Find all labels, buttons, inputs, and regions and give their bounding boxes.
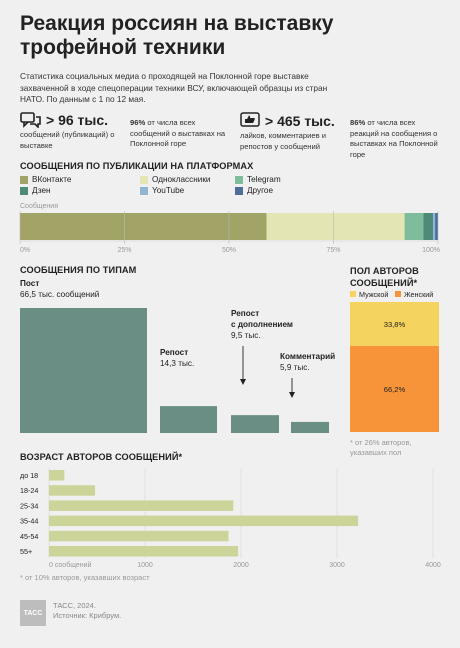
type-label-0: Пост 66,5 тыс. сообщений [20,279,99,299]
platforms-chart: 0% 25% 50% 75% 100% [19,211,440,254]
age-bar-1 [49,485,96,496]
legend-swatch [20,175,28,184]
platform-segment-2 [404,213,424,240]
gender-value-label: 33,8% [384,320,406,329]
platforms-heading: СООБЩЕНИЯ ПО ПУБЛИКАЦИИ НА ПЛАТФОРМАХ [20,161,254,171]
stat-messages-pct: 96% [130,118,146,127]
footer-copyright: ТАСС, 2024. [53,601,96,610]
type-bar-2 [231,415,279,433]
legend-item-4: YouTube [140,186,184,195]
legend-label: Другое [247,186,274,195]
lead-text: Статистика социальных медиа о проходящей… [20,71,328,104]
types-heading: СООБЩЕНИЯ ПО ТИПАМ [20,265,137,275]
gender-segment-1 [350,345,439,432]
age-bar-2 [49,500,234,511]
stat-messages: > 96 тыс. сообщений (публикаций) о выста… [20,112,130,151]
platform-tick-label: 25% [117,247,131,254]
stat-reactions-share: 86% от числа всех реакций на сообщения о… [350,118,445,160]
age-tick-label: 4000 [425,562,441,569]
age-tick-label: 1000 [137,562,153,569]
legend-item-3: Дзен [20,186,51,195]
footer-source: Источник: Крибрум. [53,611,122,620]
type-label-2: Репост с дополнением 9,5 тыс. [231,309,293,340]
platform-tick-label: 0% [20,247,30,254]
legend-label: Telegram [247,175,281,184]
legend-item-0: ВКонтакте [20,175,71,184]
stat-reactions-text: лайков, комментариев и репостов у сообще… [240,131,326,151]
platform-tick-label: 100% [422,247,440,254]
age-category-label: 55+ [20,547,32,556]
gender-legend-label: Женский [404,290,433,299]
type-bar-0 [20,308,147,433]
types-chart: Пост 66,5 тыс. сообщений Репост 14,3 тыс. Ре… [20,279,335,433]
legend-item-5: Другое [235,186,273,195]
legend-swatch [140,175,148,184]
thumbs-up-icon [240,112,260,127]
type-bar-3 [291,421,329,433]
tass-logo: ТАСС [20,600,46,626]
page-title: Реакция россиян на выставку трофейной те… [20,12,334,59]
age-category-label: 18-24 [20,486,38,495]
platform-segment-1 [266,213,405,240]
age-category-label: 35-44 [20,517,38,526]
age-heading: ВОЗРАСТ АВТОРОВ СООБЩЕНИЙ* [20,452,183,462]
legend-item-1: Одноклассники [140,175,210,184]
platform-segment-3 [423,213,433,240]
type-label-3: Комментарий 5,9 тыс. [280,352,335,372]
legend-label: YouTube [152,186,185,195]
stat-reactions: > 465 тыс. лайков, комментариев и репост… [240,112,350,152]
footer-credit: ТАСС, 2024. Источник: Крибрум. [53,601,121,621]
gender-note: * от 26% авторов, указавших пол [350,438,412,457]
gender-heading: ПОЛ АВТОРОВ СООБЩЕНИЙ* [350,266,419,288]
legend-label: Одноклассники [152,175,211,184]
platform-segment-4 [432,213,436,240]
platform-tick-label: 50% [222,247,236,254]
age-category-label: 25-34 [20,501,38,510]
type-arrow-head [289,392,295,398]
stat-messages-share: 96% от числа всех сообщений о выставках … [130,118,230,150]
platform-segment-0 [20,213,267,240]
legend-swatch [235,186,243,195]
age-tick-label: 3000 [329,562,345,569]
age-tick-label: 2000 [233,562,249,569]
type-label-1: Репост 14,3 тыс. [160,348,194,368]
gender-segment-0 [350,302,439,346]
gender-legend-swatch [350,291,356,297]
legend-swatch [140,186,148,195]
platforms-bar-label: Сообщения [20,203,58,210]
stat-reactions-pct: 86% [350,118,366,127]
gender-legend-swatch [395,291,401,297]
type-arrow-head [240,379,246,385]
age-bar-0 [49,470,65,481]
chat-bubbles-icon [20,112,41,128]
stat-messages-value: > 96 тыс. [46,112,109,128]
age-tick-label: 0 сообщений [49,561,92,569]
legend-label: Дзен [32,186,51,195]
type-bar-1 [160,406,217,433]
platform-segment-5 [435,213,438,240]
gender-value-label: 66,2% [384,385,406,394]
legend-swatch [235,175,243,184]
age-bar-5 [49,546,239,557]
age-bar-4 [49,530,229,542]
stat-reactions-value: > 465 тыс. [265,112,335,129]
stat-messages-text: сообщений (публикаций) о выставке [20,130,115,150]
legend-label: ВКонтакте [32,175,72,184]
platform-tick-label: 75% [326,247,340,254]
age-category-label: до 18 [20,471,38,480]
legend-item-2: Telegram [235,175,281,184]
age-category-label: 45-54 [20,532,38,541]
stat-reactions-share-text: от числа всех реакций на сообщения о выс… [350,118,438,159]
gender-chart: Мужской Женский 33,8% 66,2% [350,290,439,432]
gender-legend-label: Мужской [359,290,388,299]
stat-messages-share-text: от числа всех сообщений о выставках на П… [130,118,226,148]
age-bar-3 [49,515,359,527]
age-chart: 0 сообщений 1000 2000 3000 4000 до 18 18-24 25-… [20,468,441,569]
legend-swatch [20,186,28,195]
age-note: * от 10% авторов, указавших возраст [20,573,150,582]
